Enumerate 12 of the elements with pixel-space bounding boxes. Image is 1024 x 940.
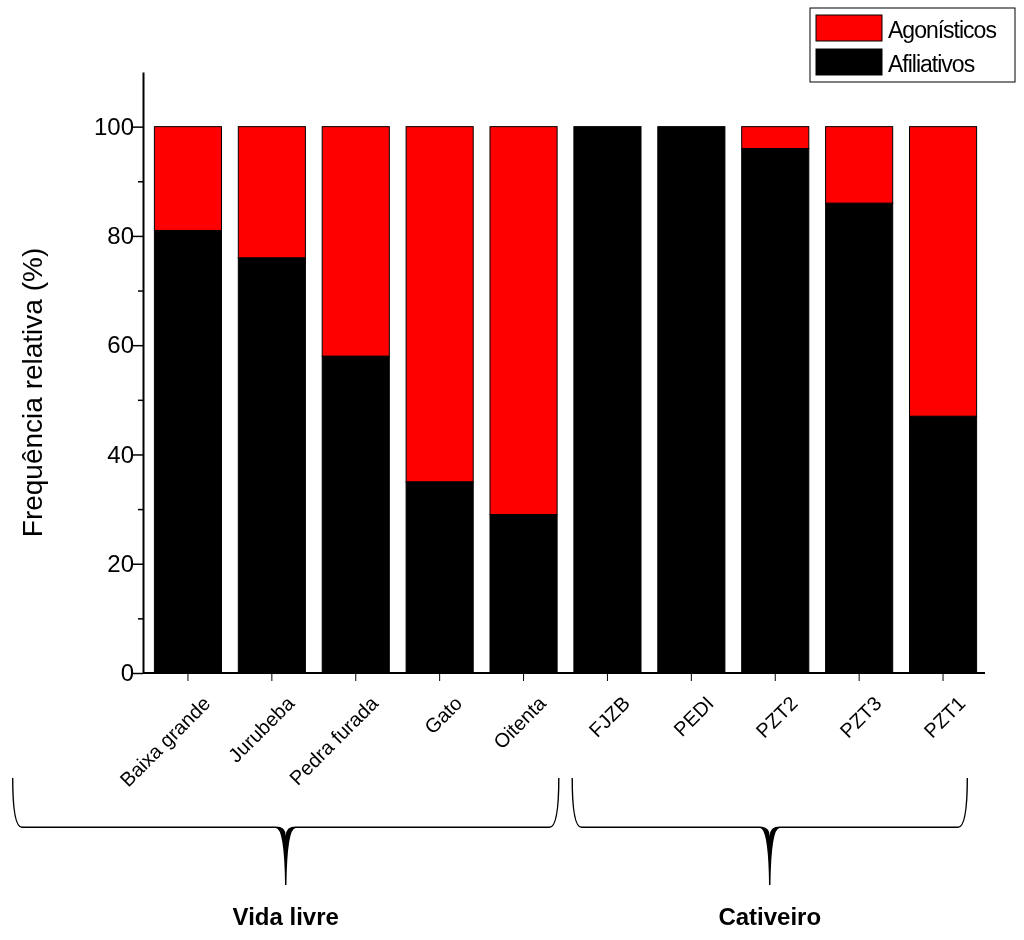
y-tick-label: 60 xyxy=(107,331,134,359)
y-tick-label: 100 xyxy=(93,112,134,140)
y-tick-label: 0 xyxy=(120,659,134,687)
y-tick-label: 80 xyxy=(107,222,134,250)
text: Vida livre xyxy=(232,903,339,930)
text: Cativeiro xyxy=(718,903,822,930)
legend-label: Afiliativos xyxy=(888,51,975,77)
y-axis-title: Frequência relativa (%) xyxy=(17,247,48,538)
y-tick-label: 20 xyxy=(107,549,134,577)
x-tick-label: Gato xyxy=(419,691,467,739)
y-tick-label: 40 xyxy=(107,440,134,468)
legend-label: Agonísticos xyxy=(888,17,997,43)
